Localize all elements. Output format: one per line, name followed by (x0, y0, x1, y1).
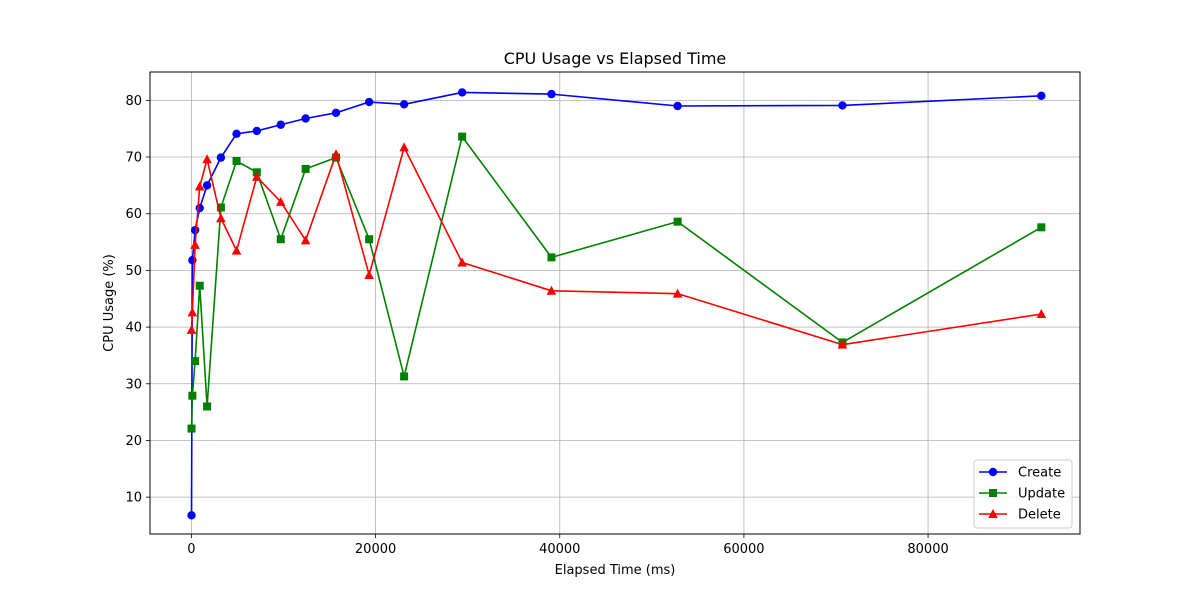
data-point-delete (331, 149, 341, 159)
legend-label-update: Update (1018, 487, 1065, 502)
data-point-create (252, 126, 262, 136)
data-point-create (216, 153, 226, 162)
data-point-delete (364, 269, 374, 279)
data-point-create (364, 97, 374, 107)
legend: Create Update Delete (973, 459, 1073, 529)
y-tick-label: 60 (125, 207, 142, 222)
data-point-update (301, 164, 310, 173)
data-point-delete (837, 339, 848, 349)
legend-label-delete: Delete (1018, 508, 1061, 523)
x-tick-label: 40000 (539, 542, 580, 557)
plot-frame (149, 71, 1081, 535)
series-create (187, 88, 1046, 520)
x-axis-label: Elapsed Time (ms) (555, 563, 676, 578)
data-point-update (216, 203, 225, 212)
data-point-create (195, 203, 204, 213)
data-point-update (1037, 223, 1046, 232)
y-axis-label: CPU Usage (%) (102, 254, 117, 352)
legend-marker-delete (988, 509, 998, 518)
data-point-delete (252, 171, 262, 181)
data-point-create (301, 114, 310, 123)
data-point-delete (399, 142, 409, 152)
data-point-update (232, 156, 241, 165)
data-point-create (547, 89, 556, 99)
data-point-update (400, 372, 409, 381)
ticks: 0 20000 40000 60000 80000 10 20 30 40 50 60 70 80 (125, 94, 948, 557)
y-tick-label: 80 (125, 94, 142, 109)
legend-label-create: Create (1018, 466, 1061, 481)
data-point-create (399, 100, 409, 109)
x-tick-label: 80000 (907, 542, 948, 557)
data-point-delete (275, 196, 286, 206)
grid (150, 72, 1080, 534)
data-point-delete (1036, 309, 1047, 319)
data-point-delete (187, 307, 198, 317)
x-tick-label: 0 (187, 542, 195, 557)
y-tick-label: 40 (125, 321, 142, 336)
legend-item-create: Create (979, 466, 1061, 481)
series-line-delete (190, 146, 1042, 346)
data-point-create (1037, 91, 1046, 101)
data-point-create (331, 108, 341, 118)
series-delete (186, 142, 1047, 349)
data-point-create (838, 101, 847, 110)
data-point-delete (216, 213, 226, 223)
data-point-update (188, 391, 197, 400)
data-point-delete (190, 239, 200, 249)
data-point-update (187, 424, 196, 433)
y-tick-label: 70 (125, 151, 142, 166)
data-point-delete (300, 235, 311, 245)
legend-box (973, 459, 1073, 529)
data-point-create (673, 101, 682, 111)
data-point-update (276, 235, 285, 244)
data-point-create (276, 120, 285, 129)
legend-marker-create (988, 467, 998, 477)
data-point-update (191, 357, 200, 366)
data-point-delete (546, 285, 557, 295)
y-tick-label: 10 (125, 491, 142, 506)
data-point-update (458, 132, 467, 141)
data-point-update (673, 217, 682, 226)
legend-marker-update (989, 489, 997, 497)
legend-item-update: Update (979, 487, 1065, 502)
data-point-delete (672, 288, 683, 298)
data-point-delete (457, 257, 467, 267)
data-point-create (457, 88, 467, 97)
y-tick-label: 20 (125, 434, 142, 449)
data-point-delete (194, 181, 205, 191)
legend-item-delete: Delete (979, 508, 1061, 523)
data-point-update (547, 253, 556, 262)
x-tick-label: 20000 (355, 542, 396, 557)
chart-title: CPU Usage vs Elapsed Time (504, 49, 727, 68)
y-tick-label: 30 (125, 377, 142, 392)
data-point-delete (231, 245, 242, 255)
data-point-update (195, 281, 204, 290)
data-point-update (365, 235, 374, 244)
series-layer (186, 88, 1047, 520)
x-tick-label: 60000 (723, 542, 764, 557)
data-point-create (202, 181, 212, 190)
data-point-delete (202, 154, 212, 164)
series-line-update (190, 135, 1042, 429)
data-point-update (203, 402, 212, 411)
data-point-create (187, 511, 196, 520)
data-point-create (190, 225, 200, 235)
y-tick-label: 50 (125, 264, 142, 279)
data-point-delete (186, 324, 197, 334)
data-point-create (232, 129, 241, 138)
